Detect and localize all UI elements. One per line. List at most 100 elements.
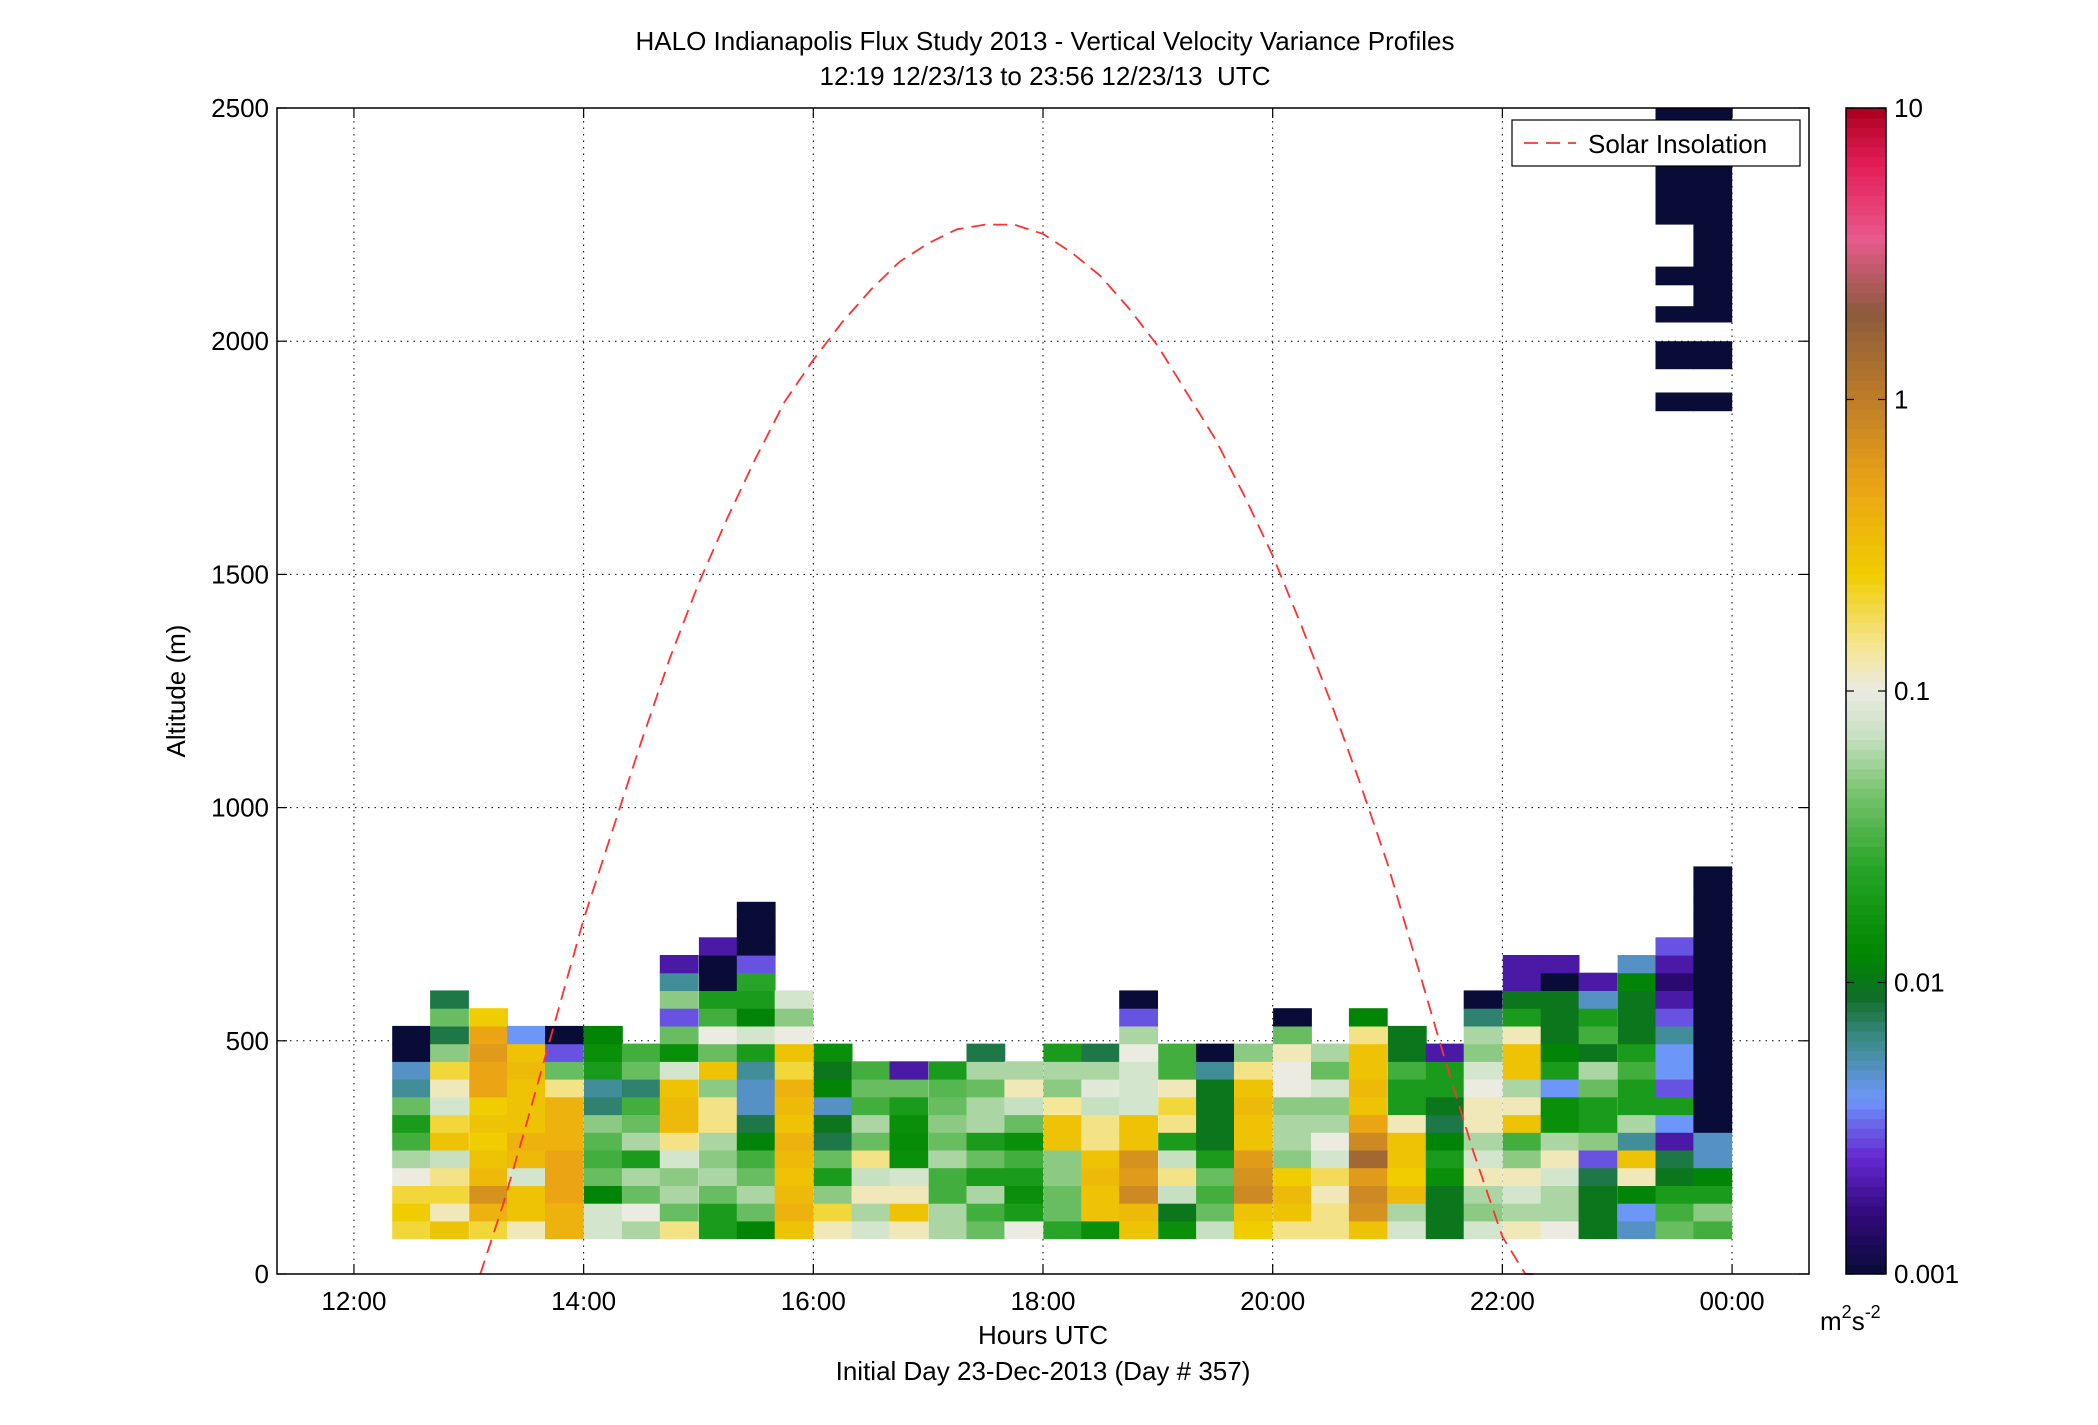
- colorbar-band: [1846, 739, 1886, 750]
- heatmap-cell: [736, 955, 776, 974]
- heatmap-cell: [966, 1132, 1006, 1151]
- colorbar-band: [1846, 1225, 1886, 1236]
- colorbar-band: [1846, 1244, 1886, 1256]
- colorbar-band: [1846, 234, 1886, 245]
- heatmap-cell: [1655, 1043, 1695, 1062]
- colorbar-band: [1846, 992, 1886, 1003]
- heatmap-cell: [736, 972, 776, 991]
- heatmap-cell: [545, 1185, 584, 1204]
- heatmap-cell: [1387, 1079, 1427, 1098]
- heatmap-cell: [621, 1149, 661, 1169]
- colorbar-band: [1846, 253, 1886, 264]
- heatmap-cell: [430, 1061, 469, 1080]
- heatmap-cell: [736, 1114, 776, 1133]
- colorbar-band: [1846, 370, 1886, 381]
- heatmap-cell: [1502, 1096, 1542, 1116]
- heatmap-cell: [1693, 972, 1733, 991]
- colorbar-band: [1846, 389, 1886, 400]
- colorbar-band: [1846, 409, 1886, 420]
- heatmap-cell: [1119, 1185, 1158, 1204]
- colorbar-band: [1846, 574, 1886, 585]
- heatmap-cell: [1693, 1008, 1733, 1027]
- heatmap-cell: [1502, 1203, 1542, 1222]
- heatmap-cell: [545, 1203, 584, 1222]
- colorbar-band: [1846, 282, 1886, 294]
- heatmap-cell: [469, 1203, 508, 1222]
- heatmap-cell: [545, 1149, 584, 1169]
- heatmap-cell: [659, 1079, 699, 1098]
- heatmap-cell: [1425, 1043, 1465, 1062]
- heatmap-cell: [507, 1132, 546, 1151]
- colorbar-band: [1846, 817, 1886, 828]
- heatmap-cell: [774, 1079, 814, 1098]
- heatmap-cell: [1463, 1220, 1503, 1240]
- heatmap-cell: [1004, 1149, 1044, 1169]
- heatmap-cell: [1158, 1079, 1197, 1098]
- heatmap-cell: [1655, 937, 1695, 956]
- heatmap-cell: [1387, 1043, 1427, 1062]
- heatmap-cell: [545, 1114, 584, 1133]
- heatmap-cell: [507, 1203, 546, 1222]
- colorbar-band: [1846, 827, 1886, 838]
- heatmap-cell: [621, 1132, 661, 1151]
- colorbar-band: [1846, 778, 1886, 789]
- heatmap-cell: [1119, 990, 1158, 1009]
- heatmap-cell: [1273, 1096, 1312, 1116]
- colorbar-band: [1846, 933, 1886, 945]
- heatmap-cell: [621, 1061, 661, 1080]
- colorbar-band: [1846, 137, 1886, 148]
- colorbar-band: [1846, 302, 1886, 313]
- heatmap-cell: [928, 1185, 968, 1204]
- heatmap-cell: [1693, 1203, 1733, 1222]
- heatmap-cell: [1196, 1079, 1235, 1098]
- heatmap-cell: [1311, 1061, 1350, 1080]
- heatmap-cell: [736, 1132, 776, 1151]
- heatmap-cell: [469, 1114, 508, 1133]
- heatmap-cell: [1425, 1079, 1465, 1098]
- heatmap-cell: [1693, 866, 1733, 885]
- colorbar-band: [1846, 127, 1886, 138]
- heatmap-cell: [430, 1079, 469, 1098]
- heatmap-cell: [1234, 1220, 1273, 1240]
- heatmap-cell: [1273, 1203, 1312, 1222]
- heatmap-cell: [736, 1203, 776, 1222]
- heatmap-cell: [392, 1167, 431, 1186]
- colorbar-band: [1846, 875, 1886, 886]
- heatmap-cell: [851, 1167, 891, 1186]
- colorbar-band: [1846, 205, 1886, 216]
- heatmap-cell: [1043, 1061, 1083, 1080]
- colorbar-band: [1846, 273, 1886, 284]
- heatmap-cell: [736, 1079, 776, 1098]
- colorbar-band: [1846, 797, 1886, 809]
- heatmap-cell: [1655, 972, 1695, 991]
- heatmap-cell: [392, 1025, 431, 1045]
- heatmap-cell: [698, 1220, 738, 1240]
- heatmap-cell: [1311, 1114, 1350, 1133]
- heatmap-cell: [469, 1096, 508, 1116]
- heatmap-cell: [1540, 1167, 1580, 1186]
- heatmap-cell: [1004, 1220, 1044, 1240]
- heatmap-cell: [392, 1043, 431, 1062]
- heatmap-cell: [1158, 1203, 1197, 1222]
- heatmap-cell: [584, 1203, 623, 1222]
- heatmap-cell: [851, 1185, 891, 1204]
- colorbar-band: [1846, 486, 1886, 498]
- heatmap-cell: [1540, 1114, 1580, 1133]
- heatmap-cell: [1158, 1114, 1197, 1133]
- heatmap-cell: [1463, 1167, 1503, 1186]
- heatmap-cell: [1655, 1185, 1695, 1204]
- colorbar-band: [1846, 244, 1886, 255]
- colorbar-band: [1846, 584, 1886, 595]
- heatmap-cell: [966, 1185, 1006, 1204]
- heatmap-cell: [1502, 1043, 1542, 1062]
- colorbar-band: [1846, 1157, 1886, 1168]
- heatmap-cell: [1387, 1220, 1427, 1240]
- colorbar-band: [1846, 438, 1886, 449]
- heatmap-cell: [813, 1220, 853, 1240]
- heatmap-cell: [1655, 990, 1695, 1009]
- heatmap-cell: [851, 1132, 891, 1151]
- heatmap-cell: [774, 1203, 814, 1222]
- heatmap-cell: [1425, 1132, 1465, 1151]
- heatmap-cell: [851, 1203, 891, 1222]
- heatmap-cell: [1693, 919, 1733, 938]
